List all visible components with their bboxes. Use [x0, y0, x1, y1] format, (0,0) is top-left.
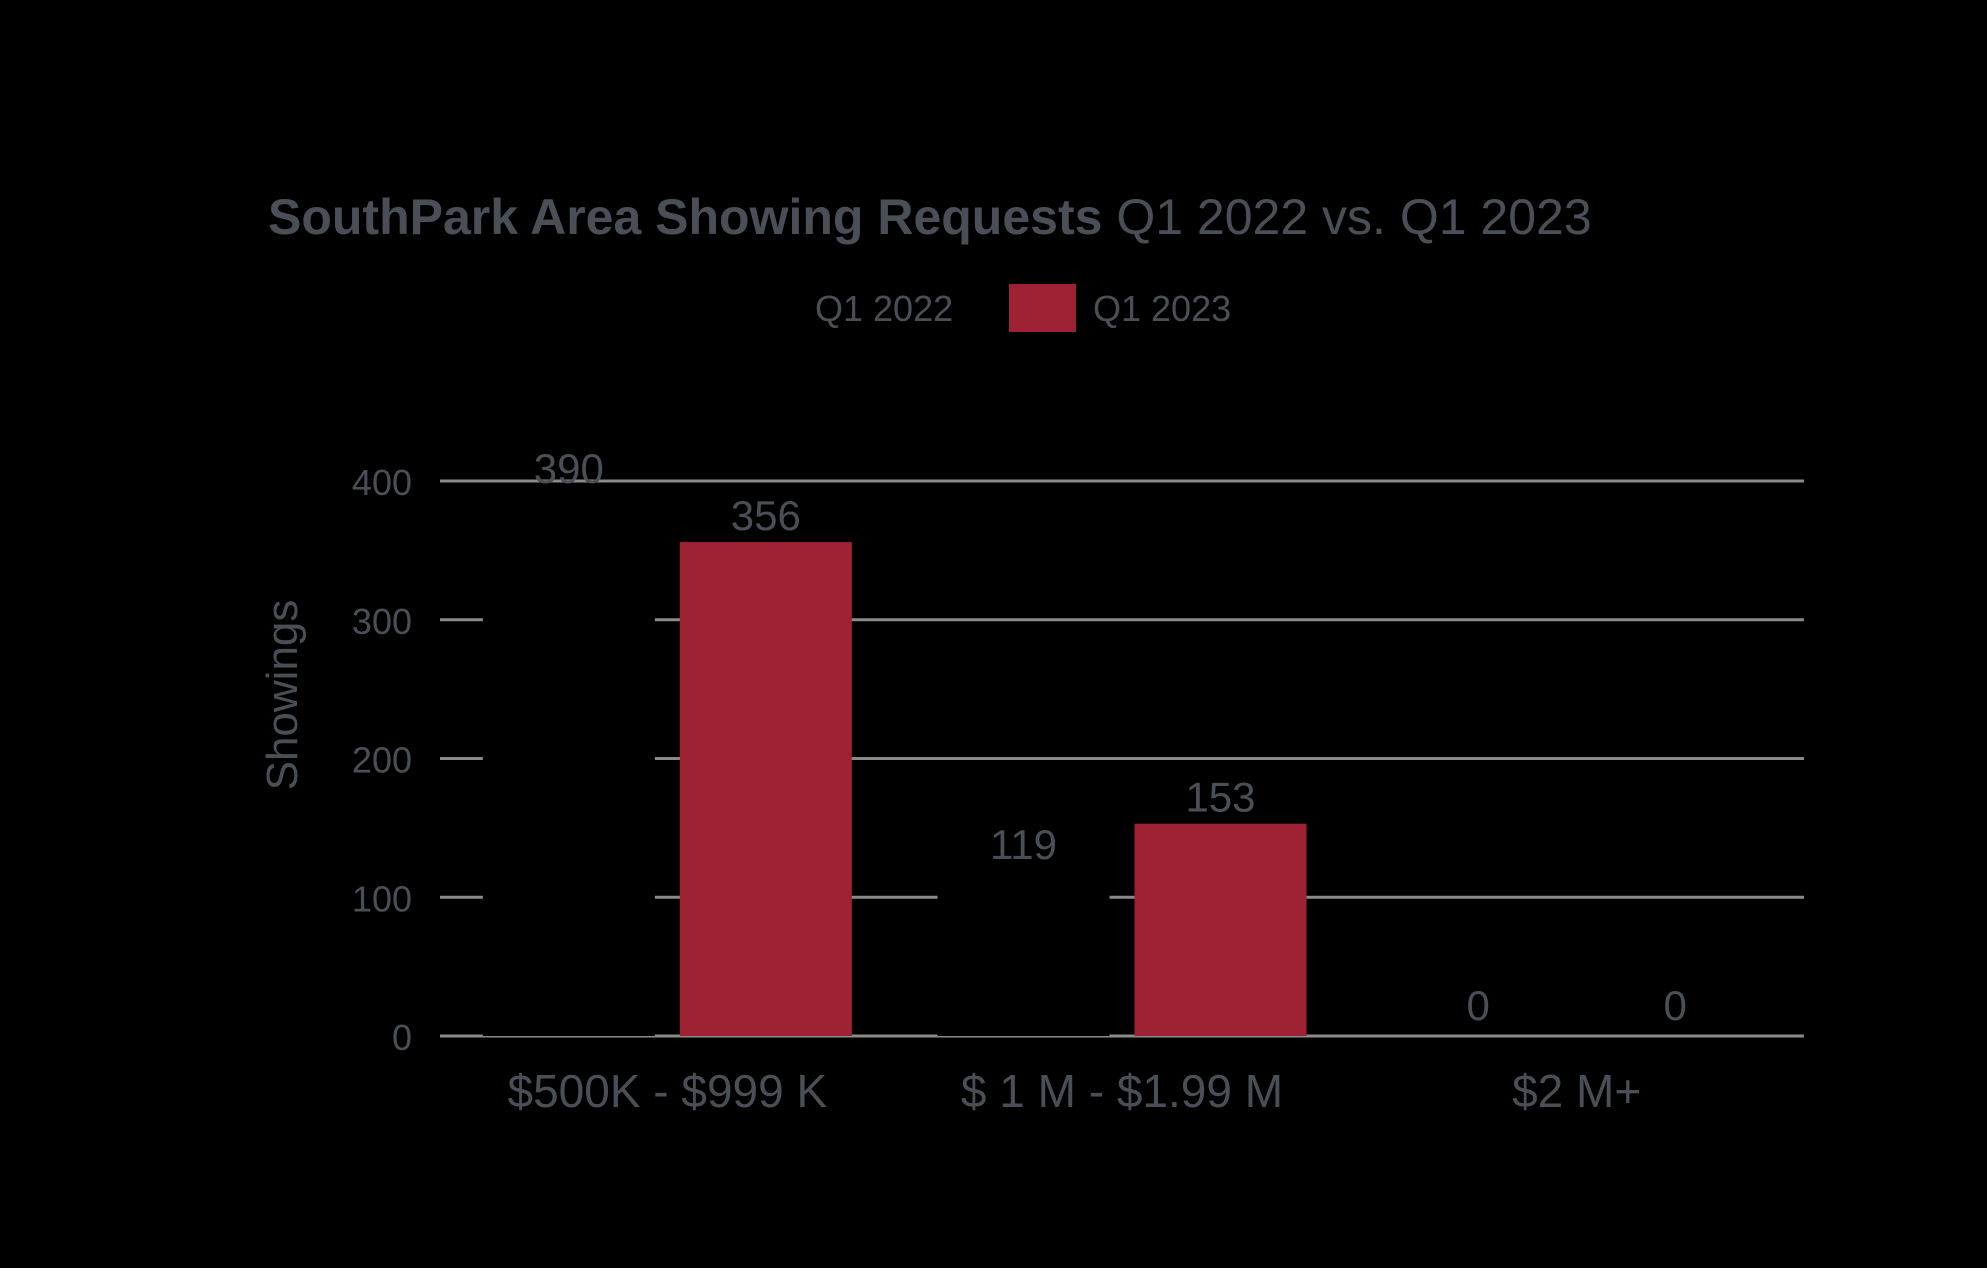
y-axis-label: Showings — [258, 600, 307, 791]
y-tick-label: 100 — [352, 878, 412, 919]
data-label: 390 — [534, 445, 604, 492]
data-labels: 390 356 119 153 0 0 — [534, 445, 1687, 1029]
data-label: 153 — [1185, 774, 1255, 821]
bar-q1-2022 — [937, 870, 1110, 1036]
chart-title-bold: SouthPark Area Showing Requests — [268, 189, 1102, 245]
y-axis-ticks: 0 100 200 300 400 — [352, 462, 412, 1058]
bar-q1-2023 — [679, 542, 852, 1036]
y-tick-label: 200 — [352, 740, 412, 781]
data-label: 0 — [1663, 982, 1686, 1029]
bars — [482, 494, 1307, 1036]
y-tick-label: 400 — [352, 462, 412, 503]
x-axis-ticks: $500K - $999 K $ 1 M - $1.99 M $2 M+ — [507, 1065, 1641, 1117]
legend: Q1 2022 Q1 2023 — [746, 284, 1231, 332]
data-label: 356 — [731, 492, 801, 539]
chart-title-rest: Q1 2022 vs. Q1 2023 — [1102, 189, 1591, 245]
bar-q1-2023 — [1134, 823, 1307, 1036]
x-tick-label: $2 M+ — [1512, 1065, 1641, 1117]
legend-label: Q1 2023 — [1093, 288, 1231, 329]
y-tick-label: 0 — [392, 1017, 412, 1058]
legend-swatch — [1009, 284, 1076, 332]
data-label: 119 — [990, 821, 1057, 868]
x-tick-label: $ 1 M - $1.99 M — [961, 1065, 1283, 1117]
legend-label: Q1 2022 — [815, 288, 953, 329]
bar-q1-2022 — [482, 494, 655, 1036]
data-label: 0 — [1466, 982, 1489, 1029]
chart-title: SouthPark Area Showing Requests Q1 2022 … — [268, 189, 1592, 245]
x-tick-label: $500K - $999 K — [507, 1065, 827, 1117]
gridlines — [440, 479, 1804, 1038]
legend-swatch — [746, 284, 813, 332]
y-tick-label: 300 — [352, 601, 412, 642]
